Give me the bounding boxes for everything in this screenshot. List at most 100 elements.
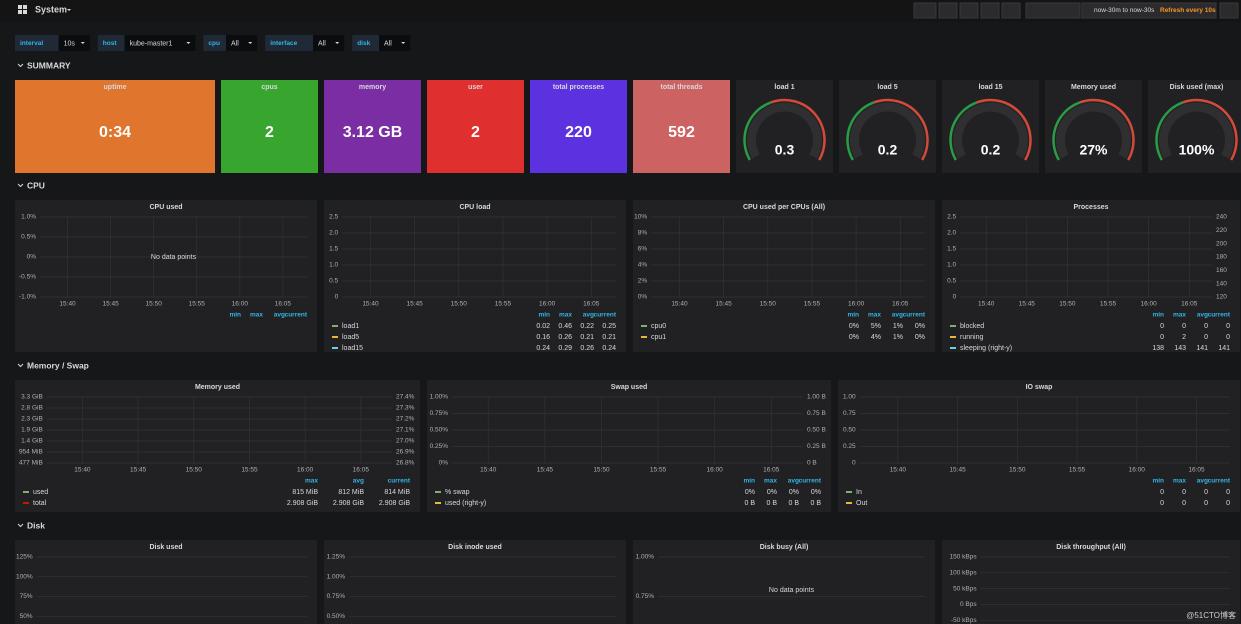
- legend-column-header[interactable]: current: [1208, 312, 1231, 319]
- panel-title[interactable]: IO swap: [1026, 384, 1053, 391]
- panel-title[interactable]: Disk busy (All): [760, 544, 809, 551]
- refresh-interval[interactable]: Refresh every 10s: [1160, 7, 1216, 14]
- legend-column-header[interactable]: min: [1152, 478, 1164, 485]
- legend-column-header[interactable]: avg: [353, 478, 364, 485]
- legend-name[interactable]: sleeping (right-y): [960, 345, 1012, 352]
- legend-value: 0: [1160, 334, 1164, 341]
- time-picker[interactable]: [1081, 2, 1217, 19]
- legend-column-header[interactable]: avg: [583, 312, 594, 319]
- legend-value: 143: [1174, 345, 1186, 352]
- legend-column-header[interactable]: current: [388, 478, 411, 485]
- variable-value[interactable]: All: [318, 40, 326, 47]
- panel-title[interactable]: Disk used: [149, 544, 182, 551]
- legend-column-header[interactable]: avg: [274, 312, 285, 319]
- legend-column-header[interactable]: min: [847, 312, 859, 319]
- legend-column-header[interactable]: avg: [1197, 478, 1208, 485]
- panel-title[interactable]: Swap used: [611, 384, 648, 391]
- collapse-chevron[interactable]: [17, 363, 24, 368]
- section-title[interactable]: Memory / Swap: [27, 360, 89, 370]
- legend-column-header[interactable]: min: [229, 312, 241, 319]
- legend-name[interactable]: In: [856, 489, 862, 496]
- legend-column-header[interactable]: current: [903, 312, 926, 319]
- y2-tick-label: 0.50 B: [807, 427, 826, 434]
- add-panel-button[interactable]: [913, 2, 937, 19]
- y-tick-label: 0 Bps: [960, 601, 977, 608]
- variable-select[interactable]: [379, 35, 411, 51]
- legend-column-header[interactable]: max: [868, 312, 881, 319]
- legend-name[interactable]: used: [33, 489, 48, 496]
- panel-title[interactable]: CPU used per CPUs (All): [743, 204, 825, 211]
- variable-value[interactable]: All: [384, 40, 392, 47]
- panel-title[interactable]: Disk throughput (All): [1056, 544, 1126, 551]
- legend-name[interactable]: total: [33, 500, 47, 507]
- legend-column-header[interactable]: min: [538, 312, 550, 319]
- legend-column-header[interactable]: current: [1208, 478, 1231, 485]
- time-nav[interactable]: [1025, 2, 1081, 19]
- section-title[interactable]: SUMMARY: [27, 60, 71, 70]
- y2-tick-label: 140: [1216, 280, 1227, 287]
- x-tick-label: 15:50: [593, 467, 610, 474]
- variable-label-box: [352, 35, 379, 51]
- star-button[interactable]: [938, 2, 958, 19]
- legend-value: 0: [1204, 500, 1208, 507]
- share-button[interactable]: [959, 2, 979, 19]
- collapse-chevron[interactable]: [17, 523, 24, 528]
- legend-name[interactable]: running: [960, 334, 983, 341]
- legend-column-header[interactable]: max: [305, 478, 318, 485]
- y-tick-label: 0: [335, 294, 339, 301]
- apps-icon[interactable]: [18, 5, 27, 14]
- settings-button[interactable]: [1001, 2, 1021, 19]
- legend-column-header[interactable]: avg: [1197, 312, 1208, 319]
- variable-select[interactable]: [58, 35, 90, 51]
- y2-tick-label: 0.75 B: [807, 410, 826, 417]
- legend-value: 5%: [871, 323, 881, 330]
- y-tick-label: 1.00%: [636, 554, 655, 561]
- legend-column-header[interactable]: max: [559, 312, 572, 319]
- legend-name[interactable]: used (right-y): [445, 500, 486, 507]
- legend-column-header[interactable]: current: [594, 312, 617, 319]
- time-range[interactable]: now-30m to now-30s: [1094, 7, 1155, 14]
- variable-value[interactable]: 10s: [64, 40, 76, 47]
- panel-title[interactable]: CPU load: [459, 204, 490, 211]
- dashboard-title[interactable]: System: [35, 4, 67, 14]
- collapse-chevron[interactable]: [17, 63, 24, 68]
- collapse-chevron[interactable]: [17, 183, 24, 188]
- y-tick-label: 1.25%: [327, 554, 346, 561]
- save-button[interactable]: [980, 2, 1000, 19]
- legend-column-header[interactable]: avg: [892, 312, 903, 319]
- legend-column-header[interactable]: avg: [788, 478, 799, 485]
- panel-title[interactable]: Memory used: [195, 384, 240, 391]
- variable-select[interactable]: [124, 35, 196, 51]
- y-tick-label: 2.3 GiB: [21, 416, 43, 423]
- legend-column-header[interactable]: max: [1173, 478, 1186, 485]
- variable-select[interactable]: [313, 35, 345, 51]
- x-tick-label: 15:50: [186, 467, 203, 474]
- refresh-button[interactable]: [1219, 2, 1239, 19]
- panel-title[interactable]: Disk inode used: [448, 544, 502, 551]
- legend-name[interactable]: cpu1: [651, 334, 666, 341]
- legend-column-header[interactable]: max: [1173, 312, 1186, 319]
- legend-value: 0%: [849, 334, 859, 341]
- legend-name[interactable]: load5: [342, 334, 359, 341]
- legend-column-header[interactable]: max: [764, 478, 777, 485]
- panel-title[interactable]: CPU used: [149, 204, 182, 211]
- variable-select[interactable]: [226, 35, 258, 51]
- legend-column-header[interactable]: min: [743, 478, 755, 485]
- panel-title[interactable]: Processes: [1073, 204, 1108, 211]
- section-title[interactable]: CPU: [27, 180, 45, 190]
- variable-value[interactable]: All: [231, 40, 239, 47]
- legend-column-header[interactable]: current: [285, 312, 308, 319]
- legend-name[interactable]: % swap: [445, 489, 470, 496]
- legend-name[interactable]: load1: [342, 323, 359, 330]
- legend-name[interactable]: blocked: [960, 323, 984, 330]
- section-title[interactable]: Disk: [27, 520, 45, 530]
- legend-column-header[interactable]: min: [1152, 312, 1164, 319]
- legend-column-header[interactable]: current: [799, 478, 822, 485]
- legend-name[interactable]: cpu0: [651, 323, 666, 330]
- legend-column-header[interactable]: max: [250, 312, 263, 319]
- stat-title: memory: [359, 84, 386, 91]
- variable-value[interactable]: kube-master1: [130, 40, 173, 47]
- legend-name[interactable]: Out: [856, 500, 867, 507]
- legend-name[interactable]: load15: [342, 345, 363, 352]
- x-tick-label: 15:45: [715, 301, 732, 308]
